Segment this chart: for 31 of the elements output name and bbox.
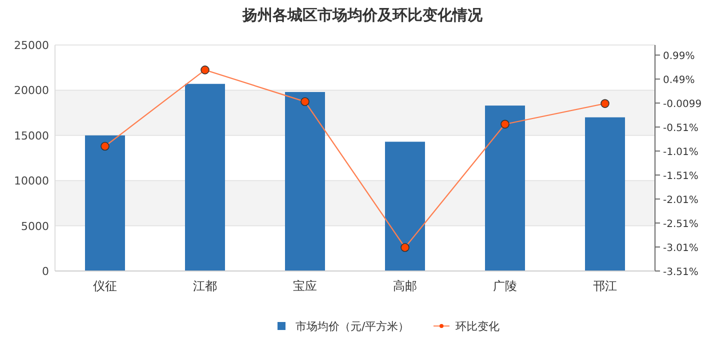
legend-label: 市场均价（元/平方米） — [296, 320, 410, 333]
x-tick-label: 仪征 — [93, 279, 117, 293]
bar — [585, 117, 625, 271]
bar — [85, 135, 125, 271]
y-tick-label: 25000 — [14, 39, 49, 52]
y2-tick-label: -1.51% — [663, 171, 698, 182]
y2-tick-label: -2.01% — [663, 195, 698, 206]
y-tick-label: 10000 — [14, 174, 49, 188]
y2-tick-label: -3.51% — [663, 267, 698, 278]
y-tick-label: 15000 — [14, 129, 49, 142]
y2-tick-label: 0.49% — [663, 75, 695, 86]
y-tick-label: 0 — [42, 265, 49, 278]
y2-tick-label: -2.51% — [663, 219, 698, 230]
y2-tick-label: 0.99% — [663, 51, 695, 62]
y2-tick-label: -0.0099 — [663, 99, 702, 110]
x-tick-label: 宝应 — [293, 279, 317, 293]
y-tick-label: 5000 — [21, 220, 49, 233]
chart-title: 扬州各城区市场均价及环比变化情况 — [242, 6, 484, 24]
y-tick-label: 20000 — [14, 84, 49, 98]
x-tick-label: 广陵 — [493, 279, 517, 293]
x-tick-label: 江都 — [193, 279, 217, 293]
y2-tick-label: -1.01% — [663, 147, 698, 158]
bar — [185, 84, 225, 271]
x-tick-label: 高邮 — [393, 279, 417, 293]
y2-tick-label: -0.51% — [663, 123, 698, 134]
bar — [285, 92, 325, 271]
bar — [385, 142, 425, 271]
legend-label: 环比变化 — [456, 320, 500, 333]
bar — [485, 106, 525, 271]
x-tick-label: 邗江 — [593, 279, 617, 293]
y2-tick-label: -3.01% — [663, 243, 698, 254]
